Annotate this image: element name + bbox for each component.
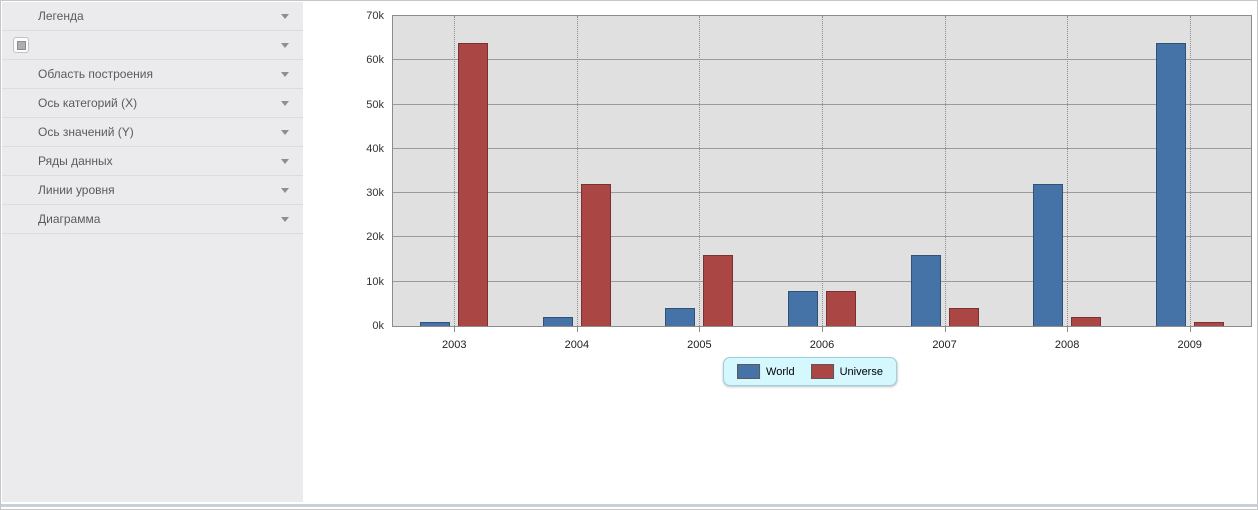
legend-item-world[interactable]: World [737, 364, 795, 379]
chevron-down-icon[interactable] [281, 217, 289, 222]
x-axis-tick [1189, 327, 1191, 332]
y-axis-tick-label: 50k [366, 98, 384, 111]
bar-universe-2005[interactable] [703, 255, 734, 326]
x-axis-category-label: 2004 [564, 339, 590, 351]
x-axis-tick [454, 327, 456, 332]
y-axis-tick-label: 10k [366, 275, 384, 288]
legend-swatch-universe [810, 364, 834, 379]
y-axis-tick-label: 60k [366, 54, 384, 67]
chart-legend[interactable]: World Universe [723, 357, 897, 386]
panel-section-chart[interactable]: Диаграмма [2, 205, 303, 234]
panel-section-label: Линии уровня [38, 183, 115, 197]
chevron-down-icon[interactable] [281, 101, 289, 106]
panel-section-y-axis[interactable]: Ось значений (Y) [2, 118, 303, 147]
panel-section-data-series[interactable]: Ряды данных [2, 147, 303, 176]
bar-universe-2006[interactable] [826, 290, 856, 326]
legend-item-universe[interactable]: Universe [810, 364, 883, 379]
panel-section-label: Ряды данных [38, 154, 113, 168]
x-axis-category-label: 2009 [1177, 339, 1202, 351]
y-axis-tick-label: 40k [366, 142, 384, 155]
y-axis-tick-label: 0k [372, 320, 384, 332]
bar-universe-2004[interactable] [580, 184, 611, 326]
swatch-icon-square [16, 40, 26, 50]
y-axis-tick-label: 20k [366, 231, 384, 244]
y-axis-tick-label: 30k [366, 187, 384, 200]
bar-world-2009[interactable] [1155, 42, 1186, 326]
bar-world-2005[interactable] [665, 308, 696, 326]
window-bottom-edge [1, 504, 1257, 507]
bar-world-2004[interactable] [542, 317, 573, 326]
swatch-icon[interactable] [13, 37, 29, 53]
bar-universe-2007[interactable] [948, 308, 979, 326]
bar-universe-2009[interactable] [1193, 321, 1224, 326]
gridline-vertical [454, 16, 456, 326]
plot-area[interactable] [392, 15, 1252, 327]
gridline-vertical [1067, 16, 1069, 326]
x-axis-tick [699, 327, 701, 332]
panel-section-label: Ось категорий (X) [38, 96, 138, 110]
bar-universe-2008[interactable] [1071, 317, 1102, 326]
x-axis-category-label: 2007 [932, 339, 957, 351]
panel-section-label: Легенда [38, 9, 84, 23]
x-axis-category-label: 2005 [687, 339, 712, 351]
chevron-down-icon[interactable] [281, 188, 289, 193]
x-axis-tick [576, 327, 578, 332]
chevron-down-icon[interactable] [281, 72, 289, 77]
x-axis-category-label: 2003 [442, 339, 467, 351]
panel-section-label: Ось значений (Y) [38, 125, 134, 139]
panel-section-x-axis[interactable]: Ось категорий (X) [2, 89, 303, 118]
gridline-vertical [822, 16, 823, 326]
chevron-down-icon[interactable] [281, 14, 289, 19]
chevron-down-icon[interactable] [281, 130, 289, 135]
chevron-down-icon[interactable] [281, 159, 289, 164]
panel-section-plot-area[interactable]: Область построения [2, 60, 303, 89]
bar-world-2008[interactable] [1033, 184, 1064, 326]
panel-section-label: Область построения [38, 67, 153, 81]
bar-world-2006[interactable] [788, 290, 818, 326]
legend-label: Universe [839, 365, 883, 378]
x-axis-tick [1067, 327, 1069, 332]
legend-label: World [766, 365, 795, 378]
gridline-vertical [1189, 16, 1191, 326]
panel-section-legend[interactable]: Легенда [2, 2, 303, 31]
panel-section-untitled[interactable] [2, 31, 303, 60]
x-axis-tick [944, 327, 946, 332]
bar-world-2003[interactable] [420, 321, 451, 326]
y-axis-tick-label: 70k [366, 10, 384, 22]
x-axis-category-label: 2006 [809, 339, 835, 351]
gridline-vertical [699, 16, 701, 326]
gridline-vertical [944, 16, 946, 326]
x-axis-tick [822, 327, 823, 332]
x-axis-category-label: 2008 [1054, 339, 1080, 351]
properties-panel: Легенда Область построения Ось категорий (… [2, 2, 303, 502]
legend-swatch-world [737, 364, 761, 379]
bar-universe-2003[interactable] [458, 42, 489, 326]
panel-section-constant-lines[interactable]: Линии уровня [2, 176, 303, 205]
panel-section-label: Диаграмма [38, 212, 101, 226]
chevron-down-icon[interactable] [281, 43, 289, 48]
bar-world-2007[interactable] [910, 255, 941, 326]
gridline-vertical [576, 16, 578, 326]
